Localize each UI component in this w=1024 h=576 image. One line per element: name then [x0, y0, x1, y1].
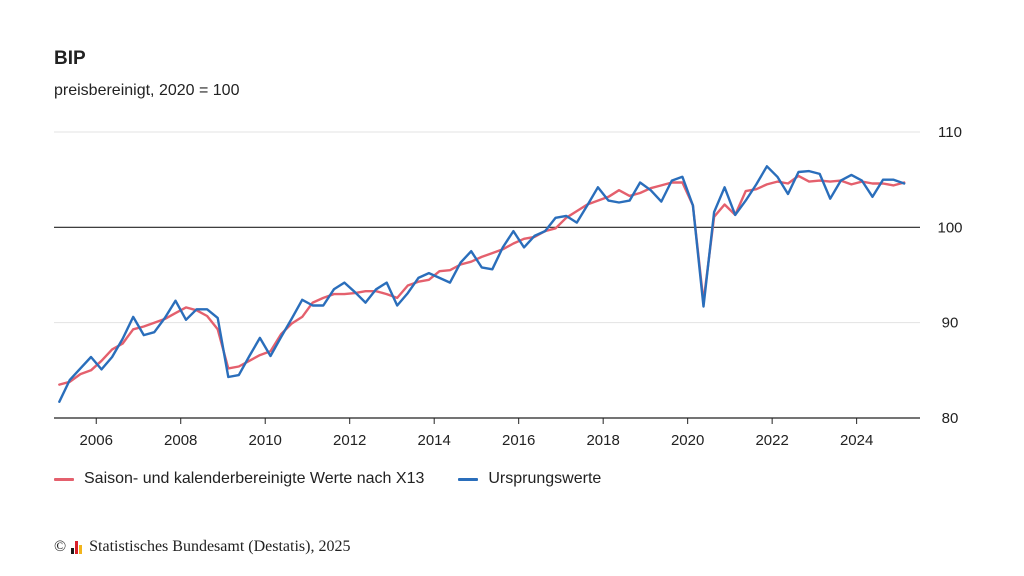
copyright-symbol: ©	[54, 538, 67, 555]
legend: Saison- und kalenderbereinigte Werte nac…	[54, 470, 635, 488]
legend-item-seasonally-adjusted[interactable]: Saison- und kalenderbereinigte Werte nac…	[54, 470, 424, 488]
x-tick-label-2012: 2012	[333, 432, 366, 449]
y-tick-label-80: 80	[942, 410, 959, 427]
logo-bar	[75, 540, 79, 554]
series-line-original	[58, 165, 906, 403]
x-tick-label-2024: 2024	[840, 432, 873, 449]
y-tick-label-100: 100	[937, 219, 962, 236]
legend-swatch-original	[458, 477, 479, 481]
legend-label-original: Ursprungswerte	[488, 470, 602, 487]
legend-label-seasonally-adjusted: Saison- und kalenderbereinigte Werte nac…	[84, 470, 425, 487]
destatis-logo-icon	[71, 540, 83, 554]
y-tick-label-110: 110	[938, 124, 962, 141]
x-tick-label-2020: 2020	[671, 432, 704, 449]
legend-swatch-seasonally-adjusted	[54, 477, 74, 481]
x-tick-label-2006: 2006	[80, 432, 113, 449]
logo-bar	[79, 544, 83, 554]
legend-item-original[interactable]: Ursprungswerte	[458, 470, 601, 488]
x-tick-label-2018: 2018	[586, 432, 619, 449]
chart-title: BIP	[54, 48, 86, 69]
x-tick-label-2022: 2022	[755, 432, 788, 449]
source-footer: © Statistisches Bundesamt (Destatis), 20…	[54, 538, 350, 556]
source-text: Statistisches Bundesamt (Destatis), 2025	[89, 538, 351, 555]
y-tick-label-90: 90	[942, 315, 959, 332]
x-tick-label-2010: 2010	[249, 432, 282, 449]
chart-subtitle: preisbereinigt, 2020 = 100	[54, 82, 240, 99]
x-tick-label-2016: 2016	[502, 432, 535, 449]
x-tick-label-2014: 2014	[418, 432, 451, 449]
series-line-seasonally-adjusted	[58, 174, 906, 386]
x-tick-label-2008: 2008	[164, 432, 197, 449]
logo-bar	[71, 547, 75, 554]
